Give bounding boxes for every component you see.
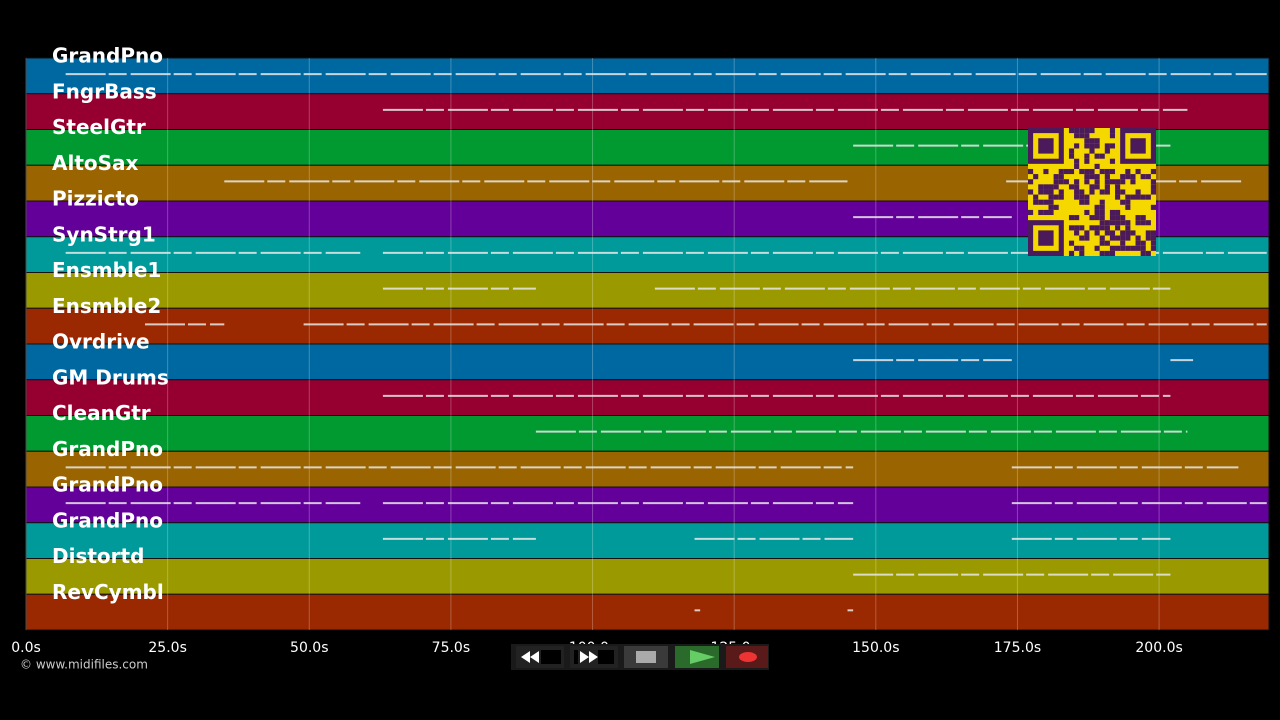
track-name: Ensmble1 [52, 258, 161, 282]
track-row [25, 486, 1270, 524]
track-name: CleanGtr [52, 401, 151, 425]
fast-forward-button[interactable] [570, 646, 618, 668]
track-row [25, 272, 1270, 309]
track-name: Pizzicto [52, 187, 139, 211]
transport-toolbar [511, 644, 769, 670]
track-name: GrandPno [52, 437, 163, 461]
track-row [25, 57, 1270, 95]
track-row [25, 93, 1270, 130]
tick-label: 25.0s [148, 640, 186, 656]
track-name: Distortd [52, 544, 144, 568]
track-name: GrandPno [52, 508, 163, 532]
stop-button[interactable] [624, 646, 668, 668]
rewind-button[interactable] [516, 646, 564, 668]
track-row [25, 522, 1270, 559]
track-name: GrandPno [52, 473, 163, 497]
tick-label: 50.0s [290, 640, 328, 656]
track-row [25, 343, 1270, 381]
track-row [25, 593, 1270, 631]
track-name: GrandPno [52, 44, 163, 68]
track-name: FngrBass [52, 79, 157, 103]
qr-code [1028, 127, 1156, 257]
tick-label: 200.0s [1135, 640, 1182, 656]
track-name: SynStrg1 [52, 222, 156, 246]
tick-label: 0.0s [11, 640, 41, 656]
track-name: SteelGtr [52, 115, 146, 139]
track-row [25, 558, 1270, 595]
track-name: RevCymbl [52, 580, 164, 604]
tick-label: 175.0s [994, 640, 1041, 656]
track-name: AltoSax [52, 151, 139, 175]
track-row [25, 450, 1270, 488]
play-button[interactable] [675, 646, 719, 668]
tick-label: 150.0s [852, 640, 899, 656]
track-row [25, 379, 1270, 416]
credit: © www.midifiles.com [20, 658, 148, 672]
tick-label: 75.0s [432, 640, 470, 656]
record-button[interactable] [726, 646, 768, 668]
track-name: GM Drums [52, 365, 169, 389]
track-name: Ensmble2 [52, 294, 161, 318]
track-name: Ovrdrive [52, 330, 150, 354]
track-row [25, 307, 1270, 345]
track-row [25, 415, 1270, 452]
